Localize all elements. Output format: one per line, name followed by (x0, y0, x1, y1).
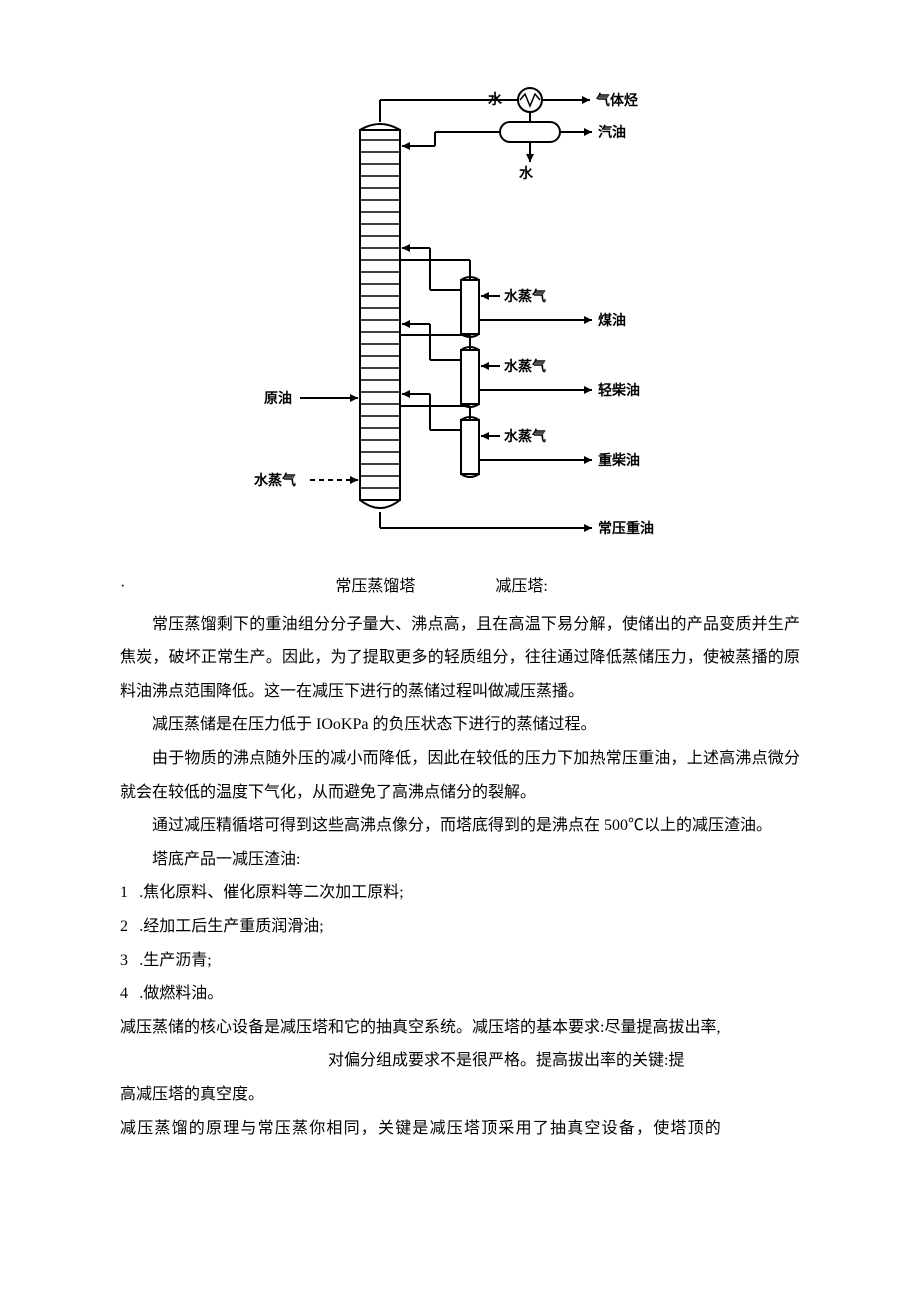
final-line-4: 减压蒸馏的原理与常压蒸你相同，关键是减压塔顶采用了抽真空设备，使塔顶的 (120, 1112, 800, 1146)
paragraph-4: 通过减压精循塔可得到这些高沸点像分，而塔底得到的是沸点在 500℃以上的减压渣油… (120, 809, 800, 843)
list-item-4: 4.做燃料油。 (120, 977, 800, 1011)
paragraph-3: 由于物质的沸点随外压的减小而降低，因此在较低的压力下加热常压重油，上述高沸点微分… (120, 742, 800, 809)
label-kerosene: 煤油 (598, 312, 626, 329)
label-steam-2: 水蒸气 (504, 358, 546, 375)
final-line-1: 减压蒸储的核心设备是减压塔和它的抽真空系统。减压塔的基本要求:尽量提高拔出率, (120, 1011, 800, 1045)
list-item-4-text: .做燃料油。 (139, 985, 223, 1002)
paragraph-1: 常压蒸馏剩下的重油组分分子量大、沸点高，且在高温下易分解，使储出的产品变质并生产… (120, 608, 800, 709)
list-item-3: 3.生产沥青; (120, 944, 800, 978)
caption-vac: 减压塔: (495, 578, 547, 595)
diagram-caption: ·常压蒸馏塔减压塔: (120, 570, 800, 604)
list-item-2: 2.经加工后生产重质润滑油; (120, 910, 800, 944)
label-water-top: 水 (488, 91, 503, 108)
label-steam-left: 水蒸气 (254, 472, 296, 489)
label-gasoline: 汽油 (598, 124, 626, 141)
label-steam-1: 水蒸气 (504, 288, 546, 305)
label-heavy-diesel: 重柴油 (598, 452, 640, 469)
label-water-under: 水 (519, 165, 534, 182)
paragraph-2: 减压蒸储是在压力低于 IOoKPa 的负压状态下进行的蒸储过程。 (120, 708, 800, 742)
caption-atm: 常压蒸馏塔 (335, 578, 415, 595)
paragraph-5: 塔底产品一减压渣油: (120, 843, 800, 877)
label-atm-heavy-oil: 常压重油 (598, 520, 654, 537)
final-line-3: 高减压塔的真空度。 (120, 1078, 800, 1112)
final-line-2: 对偏分组成要求不是很严格。提高拔出率的关键:提 (120, 1044, 800, 1078)
distillation-diagram: 水 气体烃 汽油 水 水蒸气 (120, 80, 800, 550)
label-steam-3: 水蒸气 (504, 428, 546, 445)
label-gas-hydrocarbon: 气体烃 (595, 92, 638, 109)
list-item-2-text: .经加工后生产重质润滑油; (139, 918, 323, 935)
list-item-1: 1.焦化原料、催化原料等二次加工原料; (120, 876, 800, 910)
list-item-3-text: .生产沥青; (139, 952, 211, 969)
label-crude-oil: 原油 (264, 390, 292, 407)
label-light-diesel: 轻柴油 (598, 382, 640, 399)
list-item-1-text: .焦化原料、催化原料等二次加工原料; (139, 884, 403, 901)
